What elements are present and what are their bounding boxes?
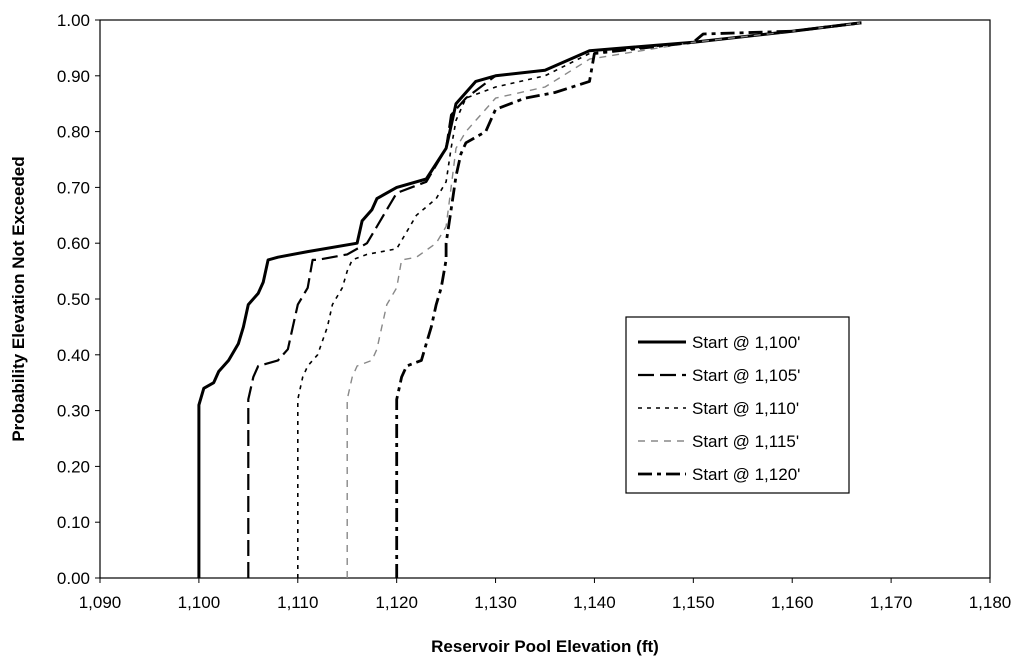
x-tick-label: 1,180	[969, 593, 1012, 612]
plot-frame	[99, 19, 991, 579]
legend-box	[625, 316, 850, 494]
y-tick-label: 0.80	[57, 123, 90, 142]
legend-label: Start @ 1,100'	[692, 333, 800, 352]
legend-label: Start @ 1,110'	[692, 399, 799, 418]
x-tick-label: 1,160	[771, 593, 814, 612]
legend-label: Start @ 1,105'	[692, 366, 800, 385]
x-tick-label: 1,150	[672, 593, 715, 612]
y-tick-label: 0.60	[57, 234, 90, 253]
y-tick-label: 1.00	[57, 11, 90, 30]
x-axis-title: Reservoir Pool Elevation (ft)	[431, 637, 659, 656]
series-line-4	[346, 22, 862, 578]
y-tick-label: 0.70	[57, 178, 90, 197]
x-tick-label: 1,100	[178, 593, 221, 612]
legend-label: Start @ 1,120'	[692, 465, 800, 484]
y-tick-label: 0.00	[57, 569, 90, 588]
y-tick-label: 0.20	[57, 457, 90, 476]
series-line-3	[296, 22, 862, 578]
y-tick-label: 0.50	[57, 290, 90, 309]
legend-label: Start @ 1,115'	[692, 432, 799, 451]
x-tick-label: 1,110	[277, 593, 318, 612]
x-tick-label: 1,170	[870, 593, 913, 612]
series-line-5	[395, 21, 862, 578]
x-tick-label: 1,120	[375, 593, 418, 612]
x-tick-label: 1,090	[79, 593, 122, 612]
y-tick-label: 0.90	[57, 67, 90, 86]
y-axis-title: Probability Elevation Not Exceeded	[9, 156, 28, 441]
y-tick-label: 0.10	[57, 513, 90, 532]
series-line-2	[247, 21, 862, 578]
x-tick-label: 1,140	[573, 593, 616, 612]
axes: 0.00 0.10 0.20 0.30 0.40 0.50 0.60 0.70 0.80 0.90…	[57, 11, 1011, 612]
y-tick-label: 0.40	[57, 346, 90, 365]
series-layer	[197, 21, 862, 578]
y-tick-label: 0.30	[57, 402, 90, 421]
legend: Start @ 1,100' Start @ 1,105' Start @ 1,11…	[625, 316, 850, 494]
x-tick-label: 1,130	[474, 593, 517, 612]
